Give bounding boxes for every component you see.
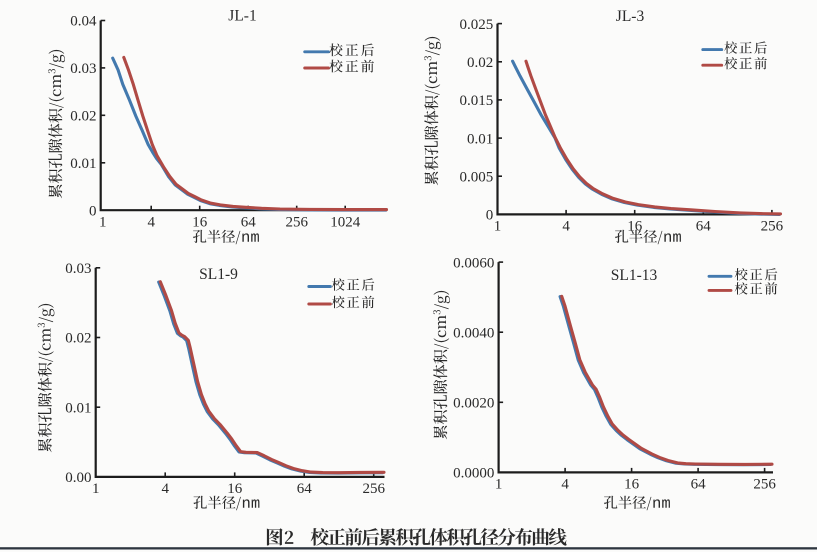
- svg-text:16: 16: [627, 219, 643, 235]
- svg-text:0.04: 0.04: [70, 14, 97, 30]
- svg-text:SL1-13: SL1-13: [611, 267, 658, 284]
- svg-text:0.03: 0.03: [65, 261, 91, 277]
- svg-text:4: 4: [147, 215, 155, 231]
- svg-text:0.01: 0.01: [467, 131, 493, 147]
- svg-text:256: 256: [362, 481, 385, 497]
- svg-text:1024: 1024: [330, 215, 361, 231]
- svg-text:1: 1: [99, 215, 107, 231]
- svg-text:0.0060: 0.0060: [453, 255, 494, 271]
- svg-text:1: 1: [495, 477, 503, 493]
- svg-text:JL-1: JL-1: [228, 8, 256, 25]
- svg-text:16: 16: [624, 477, 640, 493]
- svg-text:0.02: 0.02: [70, 109, 96, 125]
- svg-text:0.0000: 0.0000: [453, 466, 494, 482]
- svg-text:0.01: 0.01: [70, 156, 96, 172]
- svg-text:64: 64: [297, 481, 313, 497]
- svg-text:64: 64: [691, 477, 707, 493]
- svg-text:256: 256: [761, 219, 784, 235]
- svg-text:0.005: 0.005: [460, 169, 494, 185]
- svg-text:0.0020: 0.0020: [453, 396, 494, 412]
- svg-text:0.02: 0.02: [467, 55, 493, 71]
- svg-text:4: 4: [561, 477, 569, 493]
- svg-text:0.025: 0.025: [460, 17, 494, 33]
- svg-text:4: 4: [161, 481, 169, 497]
- svg-text:0: 0: [89, 203, 97, 219]
- svg-text:0.015: 0.015: [460, 93, 494, 109]
- svg-text:256: 256: [285, 215, 308, 231]
- svg-text:JL-3: JL-3: [616, 8, 645, 25]
- svg-text:64: 64: [241, 215, 257, 231]
- svg-text:1: 1: [494, 219, 502, 235]
- svg-text:64: 64: [696, 219, 712, 235]
- svg-text:0.02: 0.02: [65, 331, 91, 347]
- svg-text:16: 16: [227, 481, 243, 497]
- svg-text:SL1-9: SL1-9: [199, 266, 238, 283]
- svg-text:0.01: 0.01: [65, 400, 91, 416]
- svg-text:256: 256: [753, 477, 776, 493]
- svg-text:0.03: 0.03: [70, 61, 96, 77]
- svg-text:16: 16: [192, 215, 208, 231]
- svg-text:0: 0: [486, 208, 494, 224]
- svg-text:0.0040: 0.0040: [453, 325, 494, 341]
- svg-text:1: 1: [92, 481, 100, 497]
- svg-text:4: 4: [562, 219, 570, 235]
- svg-text:0.00: 0.00: [65, 470, 91, 486]
